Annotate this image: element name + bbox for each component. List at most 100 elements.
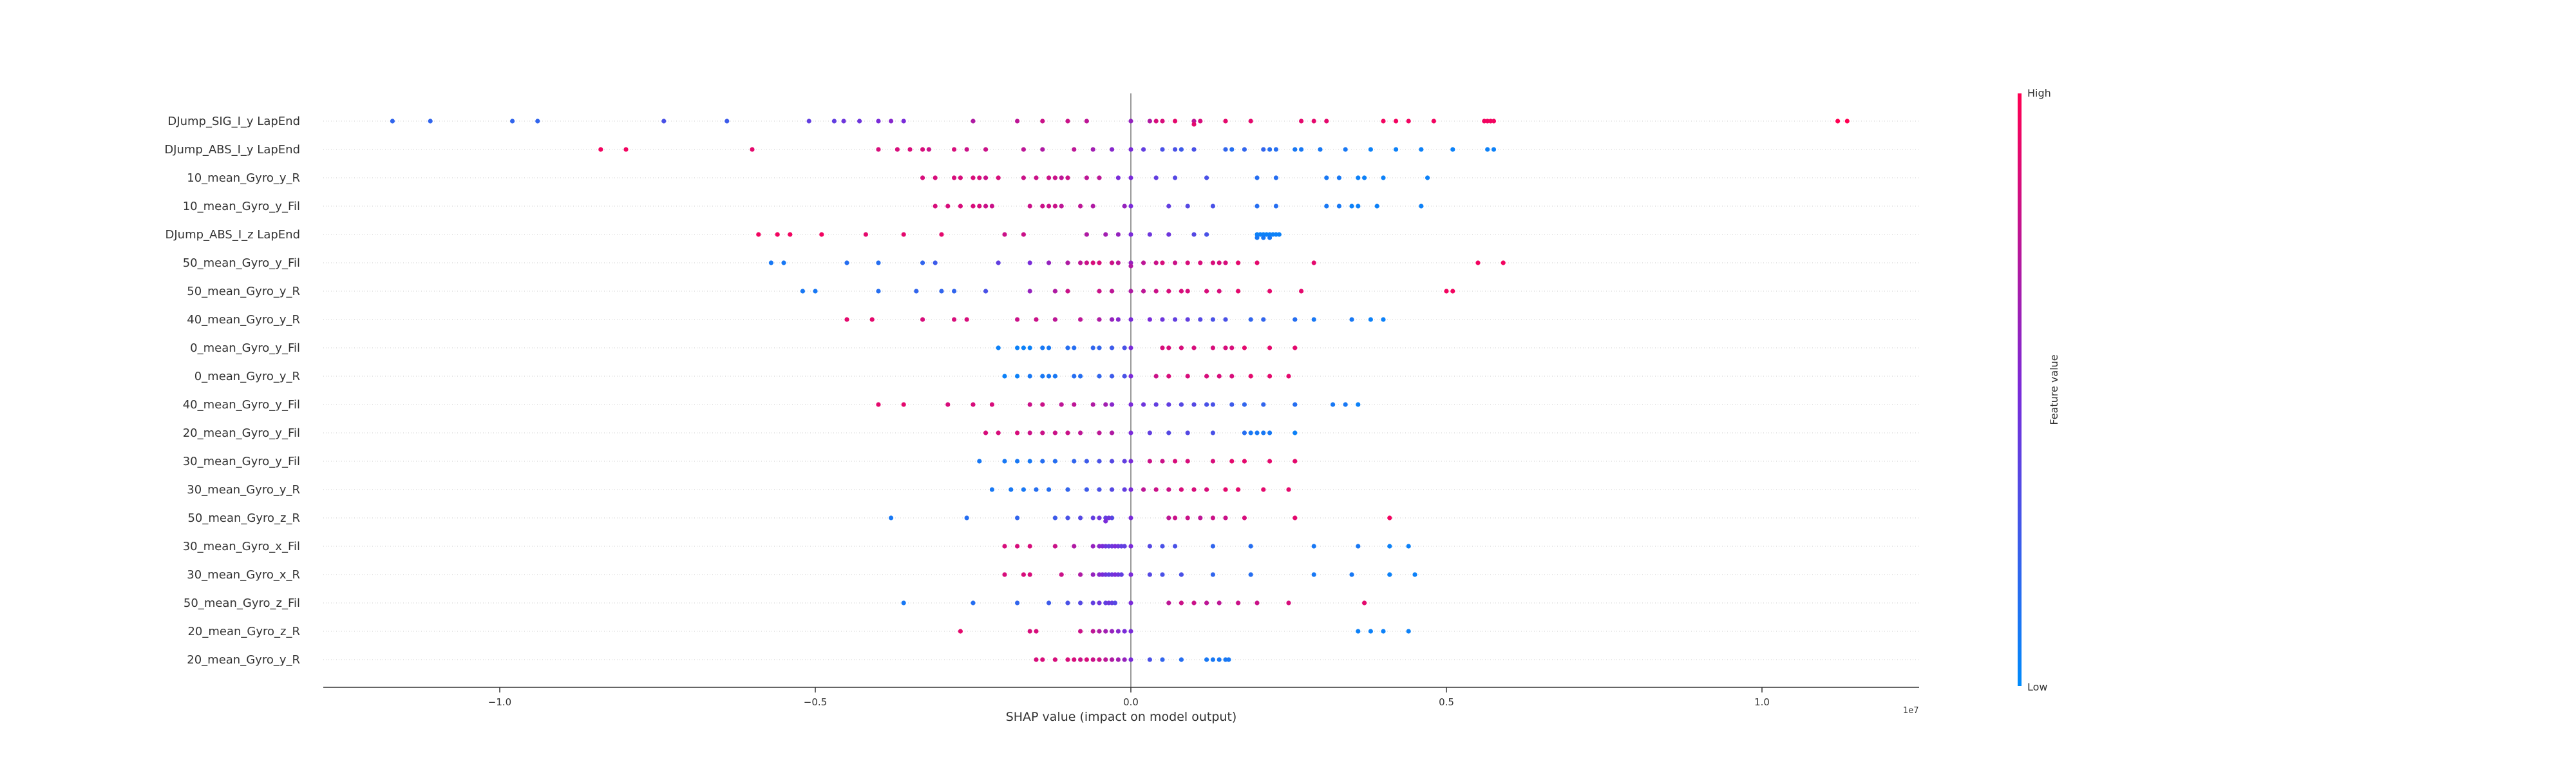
feature-row: 20_mean_Gyro_z_R (187, 625, 1919, 638)
shap-point (1141, 402, 1146, 407)
feature-row: 50_mean_Gyro_z_R (187, 511, 1919, 525)
shap-point (1153, 374, 1159, 379)
shap-point (1173, 119, 1178, 124)
shap-point (1356, 175, 1361, 180)
shap-point (1046, 204, 1052, 209)
shap-point (1046, 374, 1052, 379)
shap-point (1122, 657, 1127, 662)
shap-point (1128, 657, 1133, 662)
feature-row: 20_mean_Gyro_y_R (187, 653, 1919, 667)
shap-point (1267, 374, 1273, 379)
shap-point (1015, 544, 1020, 549)
shap-point (1173, 459, 1178, 464)
shap-point (1015, 374, 1020, 379)
shap-point (1046, 175, 1052, 180)
shap-point (1267, 147, 1273, 152)
shap-point (1236, 487, 1241, 492)
shap-point (945, 204, 951, 209)
shap-point (889, 515, 894, 520)
shap-point (1015, 317, 1020, 322)
shap-point (1255, 235, 1260, 240)
shap-point (1293, 459, 1298, 464)
shap-point (1027, 289, 1032, 294)
shap-point (1835, 119, 1841, 124)
shap-point (1084, 459, 1089, 464)
shap-point (1191, 600, 1197, 606)
shap-point (1267, 430, 1273, 435)
shap-point (1128, 232, 1133, 237)
shap-point (1097, 657, 1102, 662)
shap-point (1431, 119, 1436, 124)
shap-point (1015, 119, 1020, 124)
shap-point (1179, 487, 1184, 492)
shap-point (1229, 345, 1235, 350)
feature-row: 10_mean_Gyro_y_Fil (183, 200, 1919, 213)
shap-point (869, 317, 875, 322)
shap-point (1173, 175, 1178, 180)
shap-point (996, 175, 1001, 180)
feature-row: 50_mean_Gyro_z_Fil (184, 596, 1919, 610)
shap-point (1261, 430, 1266, 435)
shap-point (724, 119, 730, 124)
shap-point (1223, 147, 1228, 152)
shap-point (1110, 345, 1115, 350)
shap-point (1191, 232, 1197, 237)
shap-point (1261, 402, 1266, 407)
shap-point (1229, 374, 1235, 379)
shap-point (1128, 402, 1133, 407)
shap-point (1210, 459, 1215, 464)
feature-row: 0_mean_Gyro_y_R (194, 370, 1919, 383)
shap-point (1179, 289, 1184, 294)
shap-point (1311, 544, 1316, 549)
shap-point (876, 119, 881, 124)
shap-point (1090, 260, 1095, 265)
shap-point (901, 119, 906, 124)
shap-point (1362, 600, 1367, 606)
shap-point (1097, 629, 1102, 634)
shap-point (1368, 147, 1373, 152)
shap-point (1286, 487, 1291, 492)
shap-point (1217, 260, 1222, 265)
shap-point (1255, 260, 1260, 265)
shap-point (1324, 204, 1329, 209)
shap-point (1210, 430, 1215, 435)
shap-point (1072, 657, 1077, 662)
shap-point (1040, 119, 1045, 124)
shap-point (920, 317, 925, 322)
shap-point (1128, 263, 1133, 269)
shap-point (1128, 487, 1133, 492)
shap-point (1217, 600, 1222, 606)
shap-point (1343, 402, 1348, 407)
shap-point (1374, 204, 1379, 209)
shap-point (1248, 430, 1253, 435)
shap-point (1040, 374, 1045, 379)
shap-point (952, 175, 957, 180)
shap-point (901, 600, 906, 606)
x-tick-label: 0.0 (1123, 696, 1139, 708)
shap-point (1122, 345, 1127, 350)
shap-point (1425, 175, 1430, 180)
shap-point (1381, 317, 1386, 322)
shap-point (1040, 204, 1045, 209)
shap-point (1179, 345, 1184, 350)
shap-point (996, 260, 1001, 265)
shap-point (958, 629, 963, 634)
shap-point (933, 175, 938, 180)
shap-point (971, 600, 976, 606)
feature-row: 40_mean_Gyro_y_R (187, 313, 1919, 327)
shap-point (1128, 629, 1133, 634)
shap-point (1223, 317, 1228, 322)
shap-point (1097, 317, 1102, 322)
colorbar-title: Feature value (2048, 354, 2060, 425)
feature-row: 20_mean_Gyro_y_Fil (183, 426, 1919, 440)
shap-point (1040, 402, 1045, 407)
shap-point (1097, 374, 1102, 379)
shap-point (1166, 232, 1171, 237)
shap-point (813, 289, 818, 294)
shap-point (1406, 544, 1411, 549)
shap-point (1103, 629, 1108, 634)
shap-point (1078, 572, 1083, 577)
shap-point (1204, 487, 1209, 492)
feature-label: 20_mean_Gyro_y_R (187, 653, 300, 667)
shap-point (1166, 515, 1171, 520)
